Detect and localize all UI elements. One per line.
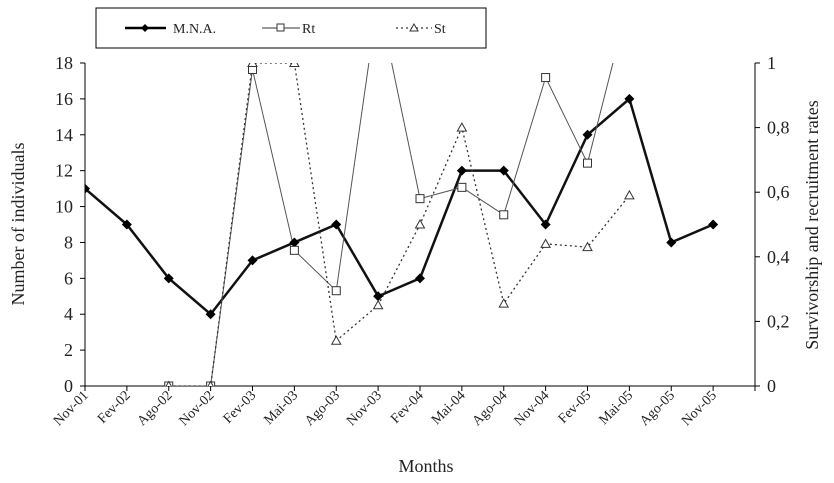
left-tick-label: 18	[55, 53, 73, 73]
x-tick-label: Ago-05	[637, 388, 678, 429]
point-st	[414, 218, 426, 229]
x-tick-label: Nov-04	[512, 388, 553, 429]
right-tick-label: 0	[767, 376, 776, 396]
right-tick-label: 0,2	[767, 311, 790, 331]
point-mna	[247, 255, 258, 266]
x-tick-label: Ago-02	[135, 388, 176, 429]
right-tick-label: 0,4	[767, 247, 790, 267]
point-mna	[331, 219, 342, 230]
left-tick-label: 6	[64, 268, 73, 288]
left-ticks: 0 2 4 6 8 10 12 14 16 18	[55, 53, 85, 396]
x-tick-label: Ago-04	[470, 388, 511, 429]
left-tick-label: 12	[55, 161, 73, 181]
point-st	[498, 298, 510, 308]
series-line-m-n-a	[85, 96, 714, 317]
point-rt	[289, 245, 299, 255]
x-axis-title: Months	[398, 456, 453, 476]
point-st	[582, 241, 593, 252]
x-tick-label: Nov-05	[679, 388, 720, 429]
x-tick-label: Fev-03	[221, 388, 260, 427]
point-mna	[498, 165, 509, 176]
point-st	[330, 335, 342, 345]
point-rt	[499, 210, 509, 220]
left-tick-label: 16	[55, 89, 73, 109]
left-tick-label: 0	[64, 376, 73, 396]
point-mna	[205, 309, 216, 320]
right-tick-label: 0,6	[767, 182, 790, 202]
point-rt	[457, 182, 467, 192]
marker-layer	[85, 0, 719, 386]
legend: M.N.A. Rt St	[95, 7, 487, 49]
point-rt	[583, 158, 592, 168]
point-mna	[289, 237, 300, 248]
legend-label-st: St	[434, 22, 446, 37]
left-tick-label: 2	[64, 340, 73, 360]
series-line-st	[168, 63, 630, 386]
left-tick-label: 8	[64, 232, 73, 252]
legend-marker-st	[409, 22, 419, 32]
legend-marker-rt	[276, 23, 285, 32]
point-mna	[163, 273, 174, 284]
point-st	[540, 238, 551, 248]
y-axis-title: Number of individuals	[8, 143, 28, 306]
point-st	[372, 299, 384, 310]
right-ticks: 0 0,2 0,4 0,6 0,8 1	[755, 53, 790, 396]
point-st	[289, 63, 300, 67]
x-tick-label: Mai-05	[596, 388, 636, 428]
x-tick-label: Ago-03	[302, 388, 343, 429]
right-tick-label: 1	[767, 53, 776, 73]
legend-label-rt: Rt	[302, 22, 315, 37]
point-mna	[624, 93, 635, 104]
point-mna	[121, 219, 132, 230]
point-rt	[374, 0, 382, 2]
point-mna	[666, 237, 677, 248]
x-tick-label: Mai-03	[261, 388, 301, 428]
left-tick-label: 10	[55, 197, 73, 217]
left-tick-label: 14	[55, 125, 73, 145]
point-mna	[540, 219, 551, 230]
series-layer	[85, 63, 714, 386]
point-mna	[415, 273, 425, 284]
x-ticks: Nov-01 Fev-02 Ago-02 Nov-02 Fev-03 Mai-03 Ago-…	[51, 386, 756, 429]
y2-axis-title: Survivorship and recruitment rates	[802, 100, 822, 349]
series-line-rt	[168, 63, 614, 386]
x-tick-label: Fev-02	[95, 388, 134, 427]
point-st	[247, 63, 258, 67]
point-rt	[625, 0, 633, 2]
point-rt	[331, 286, 341, 296]
point-mna	[708, 219, 719, 230]
point-rt	[541, 73, 551, 83]
point-st	[165, 380, 172, 386]
point-mna	[373, 291, 384, 302]
x-tick-label: Mai-04	[429, 388, 469, 428]
x-tick-label: Nov-03	[344, 388, 385, 429]
point-rt	[415, 194, 425, 204]
point-mna	[85, 183, 90, 194]
point-st	[207, 380, 214, 386]
legend-marker-mna	[141, 24, 149, 32]
point-st	[624, 189, 635, 200]
point-st	[456, 122, 468, 132]
x-tick-label: Fev-04	[388, 388, 427, 427]
legend-label-mna: M.N.A.	[173, 22, 216, 37]
right-tick-label: 0,8	[767, 118, 790, 138]
point-mna	[582, 129, 593, 140]
left-tick-label: 4	[64, 304, 73, 324]
x-tick-label: Nov-02	[177, 388, 218, 429]
point-mna	[456, 165, 467, 176]
x-tick-label: Fev-05	[556, 388, 595, 427]
